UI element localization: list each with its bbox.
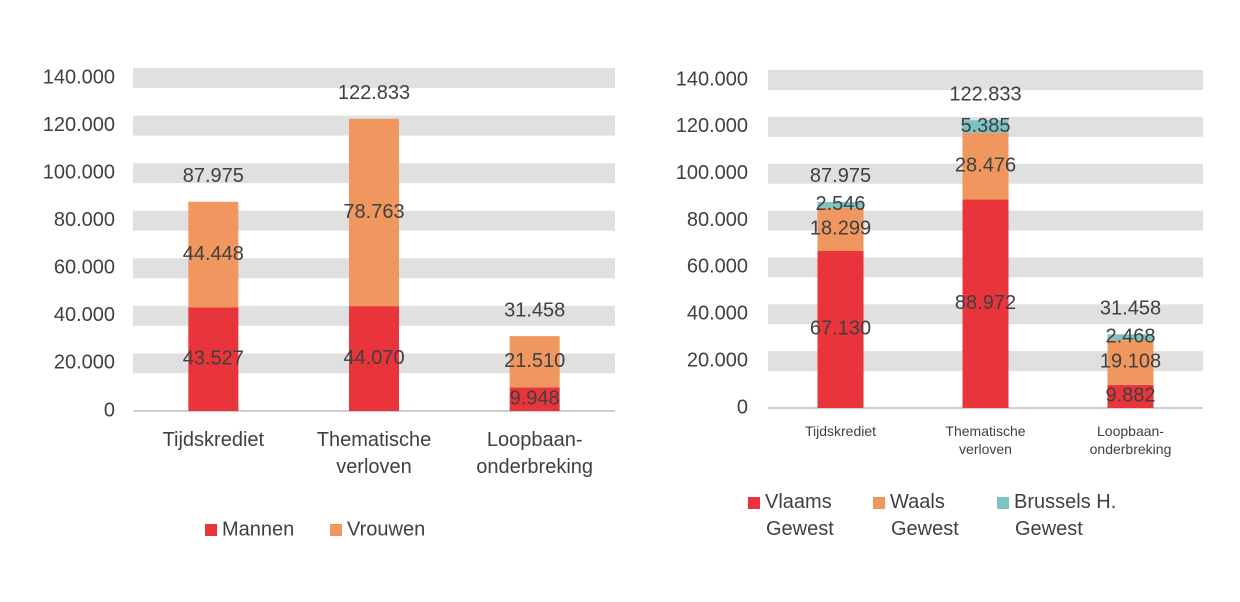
total-label: 31.458 <box>1100 298 1161 320</box>
y-tick-label: 0 <box>737 396 748 418</box>
x-tick-label: Thematische verloven <box>317 429 432 478</box>
value-label: 43.527 <box>183 348 244 370</box>
bar-segment <box>509 336 560 388</box>
bar-segment <box>962 120 1009 133</box>
legend-swatch <box>205 524 217 536</box>
legend-swatch <box>873 497 885 509</box>
bar-segment <box>817 201 864 208</box>
bar-segment <box>188 201 239 308</box>
y-tick-label: 60.000 <box>687 256 748 278</box>
x-tick-label: Tijdskrediet <box>163 429 265 451</box>
legend-label: Brussels H. Gewest <box>1014 491 1116 540</box>
x-tick-label: Tijdskrediet <box>805 423 876 439</box>
value-label: 5.385 <box>960 115 1010 137</box>
y-tick-label: 100.000 <box>676 162 748 184</box>
legend-label: Mannen <box>222 518 294 540</box>
x-tick-label: Loopbaan-onderbreking <box>1090 423 1172 457</box>
y-tick-label: 120.000 <box>676 115 748 137</box>
y-tick-label: 40.000 <box>687 303 748 325</box>
value-label: 44.448 <box>183 243 244 265</box>
value-label: 18.299 <box>810 218 871 240</box>
total-label: 87.975 <box>183 165 244 187</box>
legend-swatch <box>997 497 1009 509</box>
legend-label: Waals Gewest <box>890 491 959 540</box>
y-tick-label: 80.000 <box>54 209 115 231</box>
grid-band <box>768 70 1203 90</box>
bar-segment <box>188 307 239 411</box>
bar-segment <box>817 250 864 408</box>
grid-band <box>133 68 615 88</box>
bar-segment <box>962 132 1009 200</box>
legend-swatch <box>330 524 342 536</box>
y-tick-label: 40.000 <box>54 304 115 326</box>
bar-segment <box>962 199 1009 408</box>
total-label: 122.833 <box>949 84 1021 106</box>
bar-segment <box>817 207 864 251</box>
bar-segment <box>1107 384 1154 408</box>
value-label: 28.476 <box>955 154 1016 176</box>
total-label: 87.975 <box>810 165 871 187</box>
value-label: 44.070 <box>343 347 404 369</box>
legend-label: Vrouwen <box>347 518 425 540</box>
legend-swatch <box>748 497 760 509</box>
y-tick-label: 120.000 <box>43 114 115 136</box>
bar-segment <box>1107 334 1154 341</box>
bar-segment <box>509 387 560 411</box>
value-label: 2.468 <box>1105 325 1155 347</box>
value-label: 88.972 <box>955 292 1016 314</box>
y-tick-label: 80.000 <box>687 209 748 231</box>
x-tick-label: Loopbaan-onderbreking <box>476 429 593 478</box>
x-tick-label: Thematische verloven <box>945 423 1025 457</box>
value-label: 2.546 <box>815 193 865 215</box>
y-tick-label: 100.000 <box>43 161 115 183</box>
value-label: 78.763 <box>343 201 404 223</box>
total-label: 31.458 <box>504 299 565 321</box>
value-label: 67.130 <box>810 318 871 340</box>
total-label: 122.833 <box>338 82 410 104</box>
y-tick-label: 140.000 <box>676 68 748 90</box>
y-tick-label: 0 <box>104 399 115 421</box>
bar-segment <box>1107 340 1154 385</box>
value-label: 19.108 <box>1100 351 1161 373</box>
value-label: 9.882 <box>1105 385 1155 407</box>
y-tick-label: 140.000 <box>43 66 115 88</box>
y-tick-label: 20.000 <box>54 352 115 374</box>
bar-segment <box>349 306 399 411</box>
bar-segment <box>349 118 399 307</box>
y-tick-label: 20.000 <box>687 349 748 371</box>
value-label: 21.510 <box>504 350 565 372</box>
value-label: 9.948 <box>510 387 560 409</box>
y-tick-label: 60.000 <box>54 257 115 279</box>
legend-label: Vlaams Gewest <box>765 491 834 540</box>
